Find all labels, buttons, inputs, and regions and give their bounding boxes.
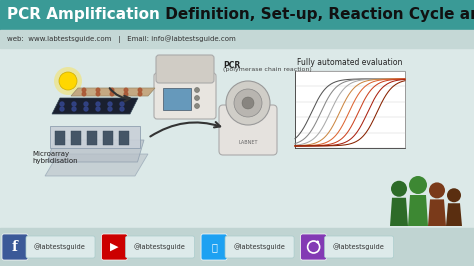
- Polygon shape: [71, 88, 155, 96]
- FancyBboxPatch shape: [2, 234, 28, 260]
- Circle shape: [138, 92, 142, 96]
- Circle shape: [108, 107, 112, 111]
- Polygon shape: [455, 215, 459, 226]
- FancyBboxPatch shape: [301, 234, 327, 260]
- Circle shape: [194, 88, 200, 93]
- Circle shape: [234, 89, 262, 117]
- Text: (polymerase chain reaction): (polymerase chain reaction): [223, 67, 312, 72]
- FancyBboxPatch shape: [126, 236, 194, 258]
- Circle shape: [72, 107, 76, 111]
- Text: @labtestsguide: @labtestsguide: [34, 244, 86, 250]
- Circle shape: [120, 102, 124, 106]
- Circle shape: [82, 88, 86, 92]
- Circle shape: [110, 88, 114, 92]
- Circle shape: [60, 107, 64, 111]
- Circle shape: [124, 88, 128, 92]
- FancyBboxPatch shape: [325, 236, 393, 258]
- Bar: [0, 228, 474, 266]
- Circle shape: [409, 176, 427, 194]
- Text: f: f: [12, 240, 18, 254]
- FancyBboxPatch shape: [225, 236, 294, 258]
- Polygon shape: [449, 215, 453, 226]
- Circle shape: [316, 240, 319, 243]
- Text: ▶: ▶: [110, 242, 119, 252]
- Text: @labtestsguide: @labtestsguide: [134, 244, 185, 250]
- Polygon shape: [393, 213, 398, 226]
- Circle shape: [242, 97, 254, 109]
- Circle shape: [59, 72, 77, 90]
- Polygon shape: [412, 211, 417, 226]
- Bar: [55, 131, 65, 145]
- Bar: [87, 131, 97, 145]
- Circle shape: [84, 102, 88, 106]
- Circle shape: [124, 92, 128, 96]
- FancyBboxPatch shape: [101, 234, 128, 260]
- Polygon shape: [400, 213, 404, 226]
- Circle shape: [108, 102, 112, 106]
- Polygon shape: [408, 195, 428, 226]
- Text: Definition, Set-up, Reaction Cycle an more: Definition, Set-up, Reaction Cycle an mo…: [160, 7, 474, 23]
- Bar: [0, 30, 474, 48]
- Circle shape: [54, 67, 82, 95]
- Circle shape: [429, 182, 445, 198]
- Text: PCR Amplification: PCR Amplification: [7, 7, 160, 23]
- FancyBboxPatch shape: [201, 234, 227, 260]
- Bar: [0, 48, 474, 228]
- Text: 🐦: 🐦: [211, 242, 217, 252]
- Bar: [119, 131, 129, 145]
- Polygon shape: [45, 154, 148, 176]
- Polygon shape: [390, 198, 408, 226]
- Polygon shape: [419, 211, 424, 226]
- Text: PCR: PCR: [223, 61, 240, 70]
- Polygon shape: [50, 126, 140, 148]
- Polygon shape: [428, 200, 446, 226]
- Circle shape: [194, 103, 200, 109]
- Circle shape: [96, 88, 100, 92]
- FancyBboxPatch shape: [26, 236, 95, 258]
- Polygon shape: [52, 98, 138, 114]
- Text: web:  www.labtestsguide.com   |   Email: info@labtestsguide.com: web: www.labtestsguide.com | Email: info…: [7, 35, 236, 43]
- FancyBboxPatch shape: [219, 105, 277, 155]
- Bar: [71, 131, 81, 145]
- Text: Fully automated evaluation: Fully automated evaluation: [297, 58, 403, 67]
- Circle shape: [110, 92, 114, 96]
- FancyBboxPatch shape: [154, 73, 216, 119]
- Text: @labtestsguide: @labtestsguide: [333, 244, 384, 250]
- Text: Microarray
hybridisation: Microarray hybridisation: [32, 151, 78, 164]
- Polygon shape: [432, 213, 436, 226]
- Text: LABNET: LABNET: [238, 140, 258, 146]
- FancyBboxPatch shape: [156, 55, 214, 83]
- Circle shape: [72, 102, 76, 106]
- Circle shape: [226, 81, 270, 125]
- Polygon shape: [47, 140, 144, 162]
- Circle shape: [391, 181, 407, 197]
- Polygon shape: [438, 213, 442, 226]
- Polygon shape: [446, 203, 462, 226]
- Bar: [295, 71, 405, 148]
- Bar: [103, 131, 113, 145]
- Circle shape: [60, 102, 64, 106]
- Circle shape: [82, 92, 86, 96]
- Circle shape: [194, 95, 200, 101]
- Circle shape: [84, 107, 88, 111]
- Text: @labtestsguide: @labtestsguide: [233, 244, 285, 250]
- Circle shape: [447, 188, 461, 202]
- Circle shape: [138, 88, 142, 92]
- Circle shape: [96, 102, 100, 106]
- Circle shape: [120, 107, 124, 111]
- Circle shape: [96, 92, 100, 96]
- Bar: [0, 0, 474, 30]
- Circle shape: [96, 107, 100, 111]
- Bar: [163, 88, 191, 110]
